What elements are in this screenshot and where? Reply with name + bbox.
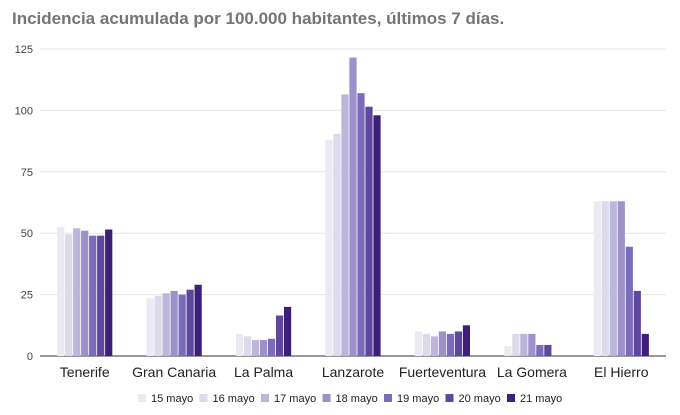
- category-label: El Hierro: [594, 364, 649, 380]
- bar: Fuerteventura – 15 mayo: 10: [414, 331, 423, 356]
- bar: La Palma – 19 mayo: 7: [267, 338, 276, 356]
- bar: La Palma – 18 mayo: 6.5: [259, 340, 268, 356]
- legend-label: 20 mayo: [459, 393, 501, 405]
- bar: Fuerteventura – 21 mayo: 12.5: [462, 325, 471, 356]
- y-tick-label: 75: [21, 167, 33, 179]
- legend: 15 mayo 16 mayo 17 mayo 18 mayo 19 mayo 20 ma…: [138, 393, 562, 405]
- x-axis-category-labels: Tenerife Gran Canaria La Palma Lanzarote Fue…: [60, 364, 649, 380]
- legend-swatch: [507, 394, 515, 402]
- category-label: Tenerife: [60, 364, 110, 380]
- bar: Tenerife – 15 mayo: 52.5: [57, 227, 65, 356]
- bar: Gran Canaria – 16 mayo: 24.5: [154, 295, 162, 356]
- bar: Gran Canaria – 17 mayo: 25.5: [162, 293, 170, 356]
- category-label: La Palma: [234, 364, 293, 380]
- legend-label: 16 mayo: [213, 393, 255, 405]
- legend-label: 17 mayo: [274, 393, 316, 405]
- bar: El Hierro – 17 mayo: 63: [609, 201, 617, 356]
- legend-swatch: [322, 394, 331, 402]
- bar: Gran Canaria – 20 mayo: 27: [186, 289, 194, 356]
- bar: Fuerteventura – 20 mayo: 10: [454, 331, 463, 356]
- bar: Fuerteventura – 17 mayo: 8: [430, 336, 439, 356]
- bar: La Palma – 20 mayo: 16.5: [275, 315, 284, 356]
- category-label: Lanzarote: [322, 364, 384, 380]
- bar: El Hierro – 19 mayo: 44.5: [625, 246, 633, 356]
- bar: Tenerife – 19 mayo: 49: [89, 235, 97, 356]
- y-tick-label: 50: [21, 228, 33, 240]
- bar: El Hierro – 21 mayo: 9: [641, 333, 649, 356]
- bar: Tenerife – 16 mayo: 49.5: [65, 234, 73, 356]
- bar: Fuerteventura – 18 mayo: 10: [438, 331, 447, 356]
- bar: La Palma – 16 mayo: 8: [243, 336, 252, 356]
- bar: La Palma – 17 mayo: 6.5: [251, 340, 260, 356]
- bar: Lanzarote – 16 mayo: 90.5: [333, 133, 341, 356]
- legend-swatch: [261, 394, 269, 402]
- legend-swatch: [445, 394, 454, 402]
- legend-label: 19 mayo: [397, 393, 439, 405]
- bar: La Palma – 21 mayo: 20: [283, 306, 292, 356]
- bar: El Hierro – 20 mayo: 26.5: [633, 290, 641, 356]
- bar: Fuerteventura – 16 mayo: 9: [422, 333, 431, 356]
- bar: Tenerife – 20 mayo: 49: [97, 235, 105, 356]
- bar: Lanzarote – 20 mayo: 101.5: [365, 106, 373, 356]
- category-label: Gran Canaria: [132, 364, 216, 380]
- y-tick-label: 0: [27, 351, 33, 363]
- bar: La Gomera – 15 mayo: 4: [504, 346, 512, 356]
- bar: Tenerife – 18 mayo: 51: [81, 230, 89, 356]
- bar: Gran Canaria – 19 mayo: 25: [178, 294, 186, 356]
- legend-label: 18 mayo: [336, 393, 378, 405]
- bar: La Gomera – 17 mayo: 9: [520, 333, 528, 356]
- y-axis-tick-labels: 0 25 50 75 100 125: [15, 44, 33, 363]
- bar: Lanzarote – 17 mayo: 106.5: [341, 94, 349, 356]
- legend-swatch: [199, 394, 208, 402]
- y-tick-label: 25: [21, 290, 33, 302]
- legend-label: 15 mayo: [151, 393, 193, 405]
- bar: La Gomera – 18 mayo: 9: [528, 333, 536, 356]
- bar: El Hierro – 16 mayo: 63: [601, 201, 609, 356]
- bar: La Palma – 15 mayo: 9: [235, 333, 244, 356]
- category-label: La Gomera: [497, 364, 567, 380]
- bar: Lanzarote – 15 mayo: 88: [325, 139, 333, 356]
- bar: Lanzarote – 19 mayo: 107: [357, 93, 365, 357]
- bar: El Hierro – 15 mayo: 63: [593, 201, 601, 356]
- category-label: Fuerteventura: [399, 364, 486, 380]
- chart-title: Incidencia acumulada por 100.000 habitan…: [12, 9, 505, 28]
- bar: Fuerteventura – 19 mayo: 9: [446, 333, 455, 356]
- bar: El Hierro – 18 mayo: 63: [617, 201, 625, 356]
- bar: La Gomera – 19 mayo: 4.5: [536, 344, 544, 356]
- legend-swatch: [384, 394, 392, 402]
- bar: Gran Canaria – 18 mayo: 26.5: [170, 290, 178, 356]
- bar: La Gomera – 16 mayo: 9: [512, 333, 520, 356]
- bar: Gran Canaria – 21 mayo: 29: [194, 284, 202, 356]
- y-tick-label: 125: [15, 44, 33, 56]
- bar: La Gomera – 20 mayo: 4.5: [544, 344, 552, 356]
- bar: Lanzarote – 21 mayo: 98: [373, 115, 381, 356]
- bar: Lanzarote – 18 mayo: 121.5: [349, 57, 357, 356]
- legend-swatch: [138, 394, 146, 402]
- bar: Tenerife – 21 mayo: 51.5: [105, 229, 113, 356]
- bar: Gran Canaria – 15 mayo: 23.5: [146, 298, 154, 356]
- y-tick-label: 100: [15, 105, 33, 117]
- bar: Tenerife – 17 mayo: 52: [73, 228, 81, 356]
- legend-label: 21 mayo: [520, 393, 562, 405]
